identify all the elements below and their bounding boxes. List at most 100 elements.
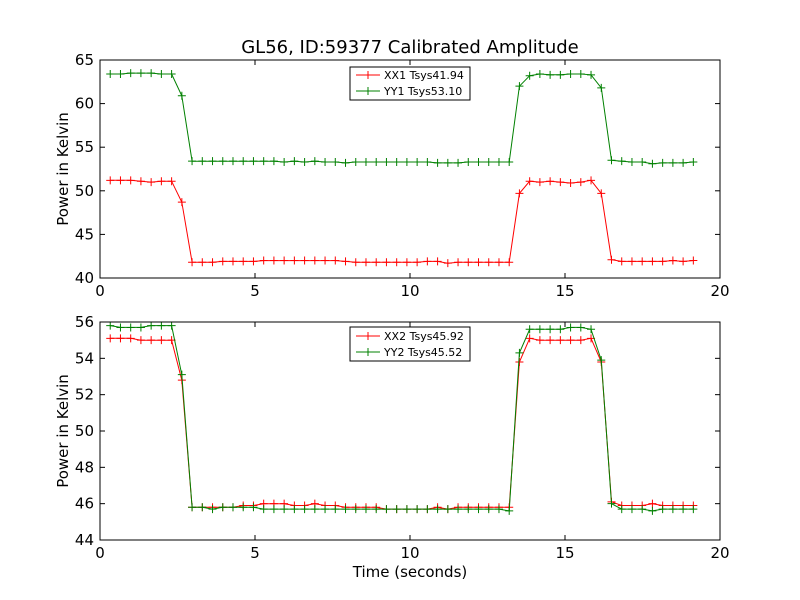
bottom-ytick-label: 54	[75, 349, 94, 367]
data-point-xx1	[433, 257, 442, 266]
data-point-xx1	[587, 176, 596, 185]
data-point-yy2	[269, 505, 278, 514]
data-point-xx1	[126, 176, 135, 185]
data-point-yy1	[218, 157, 227, 166]
data-point-yy1	[228, 157, 237, 166]
data-point-xx1	[249, 257, 258, 266]
data-point-yy2	[177, 370, 186, 379]
data-point-xx1	[607, 255, 616, 264]
data-point-xx1	[464, 258, 473, 267]
data-point-yy2	[433, 505, 442, 514]
data-point-xx1	[300, 256, 309, 265]
bottom-xtick-label: 15	[555, 544, 574, 562]
series-line-yy1	[110, 72, 694, 165]
data-point-yy1	[382, 158, 391, 167]
bottom-ytick-label: 52	[75, 386, 94, 404]
data-point-yy1	[597, 83, 606, 92]
data-point-yy1	[239, 157, 248, 166]
data-point-xx1	[494, 258, 503, 267]
data-point-yy2	[198, 503, 207, 512]
data-point-xx1	[617, 257, 626, 266]
data-point-yy1	[341, 158, 350, 167]
data-point-xx1	[525, 177, 534, 186]
data-point-yy2	[361, 505, 370, 514]
legend-label-xx1: XX1 Tsys41.94	[384, 69, 464, 82]
top-xtick-label: 5	[250, 282, 260, 300]
data-point-xx1	[392, 258, 401, 267]
data-point-xx1	[658, 257, 667, 266]
data-point-yy2	[454, 505, 463, 514]
legend-marker-xx1	[364, 71, 372, 79]
top-xtick-label: 20	[710, 282, 729, 300]
data-point-yy1	[535, 69, 544, 78]
data-point-yy2	[351, 505, 360, 514]
data-point-yy2	[300, 505, 309, 514]
data-point-yy1	[259, 157, 268, 166]
data-point-yy1	[627, 158, 636, 167]
top-legend-box	[349, 66, 471, 101]
data-point-yy2	[321, 505, 330, 514]
data-point-yy1	[546, 70, 555, 79]
data-point-xx1	[454, 258, 463, 267]
data-point-yy2	[679, 505, 688, 514]
data-point-xx1	[372, 258, 381, 267]
data-point-yy1	[126, 69, 135, 78]
bottom-ytick-label: 48	[75, 458, 94, 476]
data-point-yy2	[239, 503, 248, 512]
data-point-xx2	[525, 334, 534, 343]
data-point-xx1	[597, 189, 606, 198]
data-point-yy1	[249, 157, 258, 166]
data-point-yy1	[198, 157, 207, 166]
data-point-yy1	[290, 157, 299, 166]
data-point-yy2	[331, 505, 340, 514]
data-point-xx2	[136, 336, 145, 345]
legend-marker-xx2	[364, 332, 372, 340]
data-point-yy1	[310, 157, 319, 166]
data-point-yy1	[515, 82, 524, 91]
data-point-xx2	[126, 334, 135, 343]
data-point-yy2	[546, 325, 555, 334]
bottom-ytick-label: 56	[75, 313, 94, 331]
data-point-yy1	[300, 158, 309, 167]
data-point-yy1	[576, 69, 585, 78]
data-point-yy2	[382, 505, 391, 514]
data-point-xx1	[310, 256, 319, 265]
bottom-xtick-label: 0	[95, 544, 105, 562]
data-point-yy1	[331, 158, 340, 167]
top-plot-marks	[106, 69, 698, 268]
data-point-yy2	[474, 505, 483, 514]
data-point-yy1	[617, 157, 626, 166]
data-point-xx1	[228, 257, 237, 266]
data-point-yy1	[321, 158, 330, 167]
bottom-ylabel: Power in Kelvin	[54, 374, 72, 488]
data-point-yy1	[658, 158, 667, 167]
data-point-xx1	[116, 176, 125, 185]
data-point-yy1	[372, 158, 381, 167]
data-point-xx1	[535, 178, 544, 187]
legend-marker-yy1	[364, 87, 372, 95]
data-point-yy2	[627, 505, 636, 514]
data-point-yy2	[494, 505, 503, 514]
data-point-yy2	[423, 505, 432, 514]
top-axes-ticks: 0 5 10 15 20 40 45 50 55 60 65	[75, 51, 730, 300]
data-point-xx1	[290, 256, 299, 265]
data-point-xx2	[157, 336, 166, 345]
bottom-plot-marks	[106, 321, 698, 515]
data-point-xx1	[648, 257, 657, 266]
data-point-yy1	[167, 69, 176, 78]
data-point-xx1	[515, 189, 524, 198]
data-point-yy2	[576, 323, 585, 332]
data-point-yy2	[218, 503, 227, 512]
data-point-xx1	[361, 258, 370, 267]
data-point-xx2	[576, 336, 585, 345]
top-ytick-label: 60	[75, 95, 94, 113]
data-point-yy2	[136, 323, 145, 332]
top-xtick-label: 15	[555, 282, 574, 300]
data-point-yy2	[597, 356, 606, 365]
data-point-yy1	[464, 158, 473, 167]
data-point-xx1	[382, 258, 391, 267]
data-point-yy1	[413, 158, 422, 167]
series-line-yy2	[110, 325, 694, 512]
data-point-yy2	[310, 505, 319, 514]
data-point-xx1	[218, 257, 227, 266]
